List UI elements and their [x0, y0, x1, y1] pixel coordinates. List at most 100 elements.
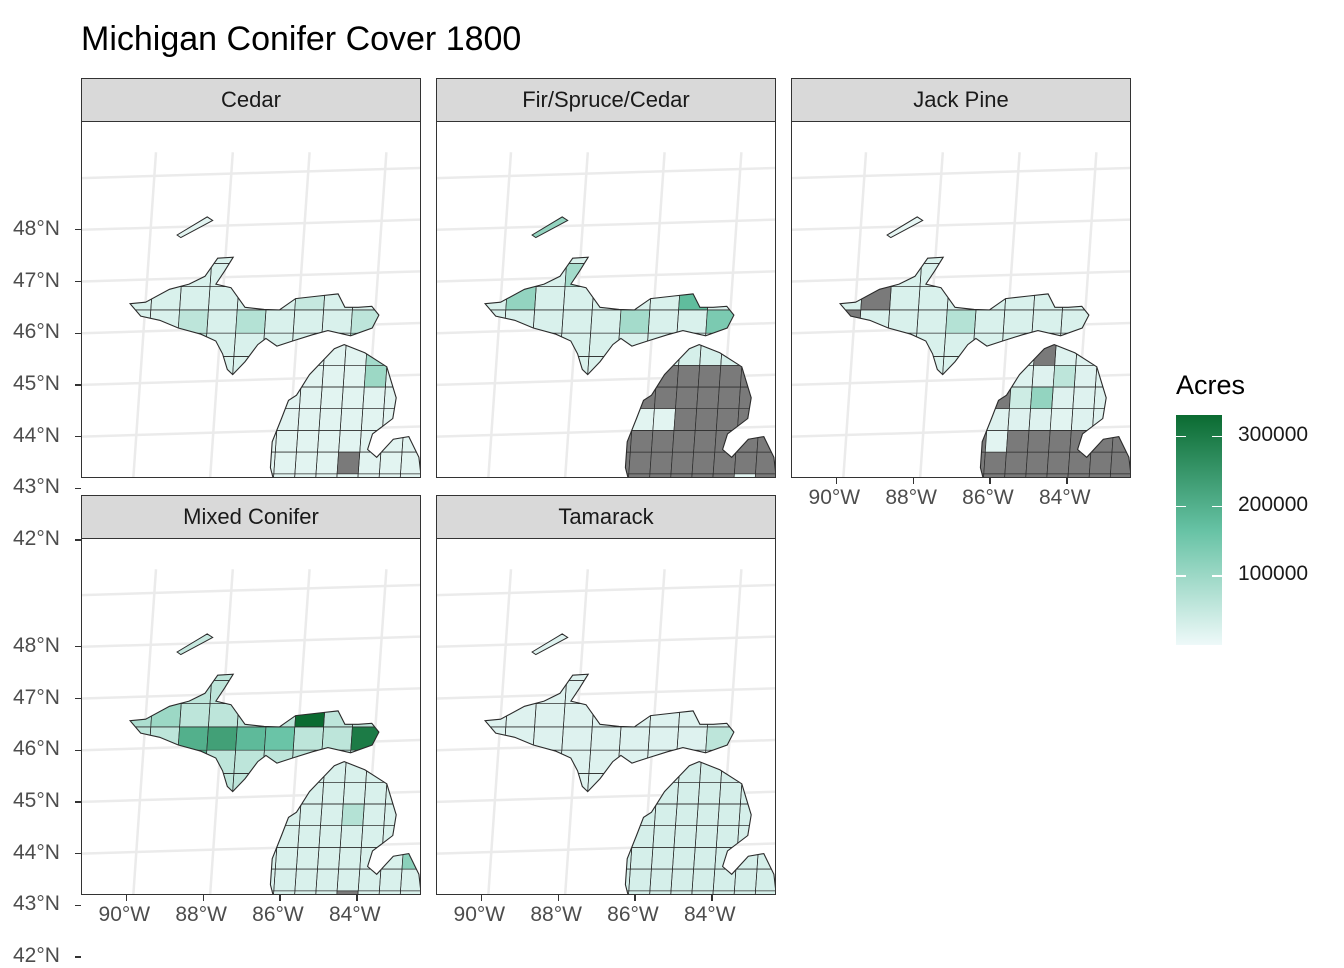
county-cell — [1003, 473, 1027, 477]
county-cell — [280, 761, 305, 783]
lon-tick-label: 86°W — [962, 486, 1014, 509]
county-cell — [863, 257, 895, 264]
county-cell — [884, 356, 916, 375]
legend-tick — [1176, 505, 1186, 508]
lon-tick-label: 90°W — [808, 486, 861, 509]
region-lower-peninsula — [270, 761, 420, 894]
county-cell — [694, 408, 719, 431]
map-svg — [437, 152, 775, 477]
county-cell — [693, 430, 717, 453]
county-cell — [130, 356, 148, 375]
lat-tick-label: 42°N — [13, 944, 60, 967]
legend-gradient — [1176, 415, 1222, 645]
lat-tick-label: 43°N — [13, 475, 60, 499]
county-cell — [741, 761, 765, 783]
map-svg — [82, 569, 420, 894]
legend-colorbar — [1176, 415, 1222, 645]
county-cell — [652, 408, 676, 431]
county-cell — [673, 408, 698, 431]
upper-peninsula-outline — [838, 256, 1090, 376]
county-cell — [690, 473, 714, 477]
county-cell — [1087, 473, 1111, 477]
county-cell — [404, 386, 420, 410]
county-cell — [240, 674, 272, 681]
lower-peninsula-outline — [624, 761, 775, 894]
lat-tick-label: 42°N — [13, 527, 60, 550]
county-cell — [736, 704, 766, 727]
county-cell — [255, 408, 279, 431]
county-cell — [981, 473, 1006, 477]
county-cell — [626, 473, 651, 477]
county-cell — [260, 356, 292, 375]
county-cell — [978, 257, 1010, 264]
county-cell — [268, 257, 300, 264]
county-cell — [1009, 386, 1033, 410]
county-cell — [613, 364, 637, 388]
county-cell — [753, 473, 775, 477]
county-cell — [1024, 473, 1048, 477]
county-cell — [256, 386, 281, 410]
county-cell — [963, 473, 985, 477]
county-cell — [485, 257, 511, 264]
county-cell — [619, 309, 651, 334]
county-cell — [152, 263, 184, 288]
county-cell — [1049, 408, 1074, 431]
county-cell — [699, 344, 723, 366]
county-cell — [1089, 451, 1113, 475]
lon-tick-mark — [125, 895, 128, 901]
lat-tick-label: 43°N — [13, 892, 60, 916]
county-cell — [344, 344, 368, 366]
lon-tick-label: 84°W — [328, 903, 381, 926]
county-cell — [505, 286, 537, 311]
lon-tick-mark — [480, 895, 483, 901]
county-cell — [623, 257, 655, 264]
county-cell — [718, 364, 743, 388]
county-cell — [989, 364, 1013, 388]
county-cell — [732, 332, 734, 357]
legend-tick — [1212, 435, 1222, 438]
county-cell — [279, 364, 303, 388]
facet-panel: Mixed Conifer — [81, 495, 421, 895]
lon-tick-mark — [989, 478, 991, 484]
upper-peninsula-outline — [128, 673, 380, 793]
county-cell — [255, 825, 279, 848]
map-svg — [82, 152, 420, 477]
county-cell — [710, 257, 734, 264]
county-cell — [857, 332, 889, 357]
lat-tick-label: 46°N — [13, 737, 60, 761]
lat-tick-mark — [75, 749, 81, 751]
map-plot-area — [436, 122, 776, 478]
county-cell — [1046, 451, 1071, 475]
county-cell — [256, 803, 281, 827]
facet-strip-label: Fir/Spruce/Cedar — [436, 78, 776, 122]
county-cell — [381, 287, 411, 310]
county-cell — [1065, 257, 1089, 264]
county-cell — [629, 430, 654, 453]
county-cell — [608, 890, 630, 894]
county-cell — [715, 408, 740, 431]
county-cell — [268, 674, 300, 681]
county-cell — [968, 364, 992, 388]
county-cell — [353, 680, 379, 705]
county-cell — [628, 451, 652, 475]
county-cell — [862, 263, 894, 288]
county-cell — [485, 680, 510, 705]
county-cell — [774, 473, 775, 477]
county-cell — [507, 680, 539, 705]
county-cell — [1025, 451, 1049, 475]
lon-tick-mark — [356, 895, 358, 901]
county-cell — [377, 332, 379, 357]
county-cell — [614, 761, 639, 783]
county-cell — [965, 408, 989, 431]
county-cell — [145, 356, 177, 375]
county-cell — [1129, 473, 1130, 477]
county-cell — [732, 473, 756, 477]
lat-tick-mark — [75, 956, 81, 958]
county-cell — [130, 263, 155, 288]
county-cell — [508, 257, 540, 264]
county-cell — [759, 803, 775, 827]
lon-tick-mark — [1066, 478, 1068, 484]
lon-tick-label: 90°W — [98, 903, 151, 926]
lon-tick-mark — [279, 895, 281, 901]
